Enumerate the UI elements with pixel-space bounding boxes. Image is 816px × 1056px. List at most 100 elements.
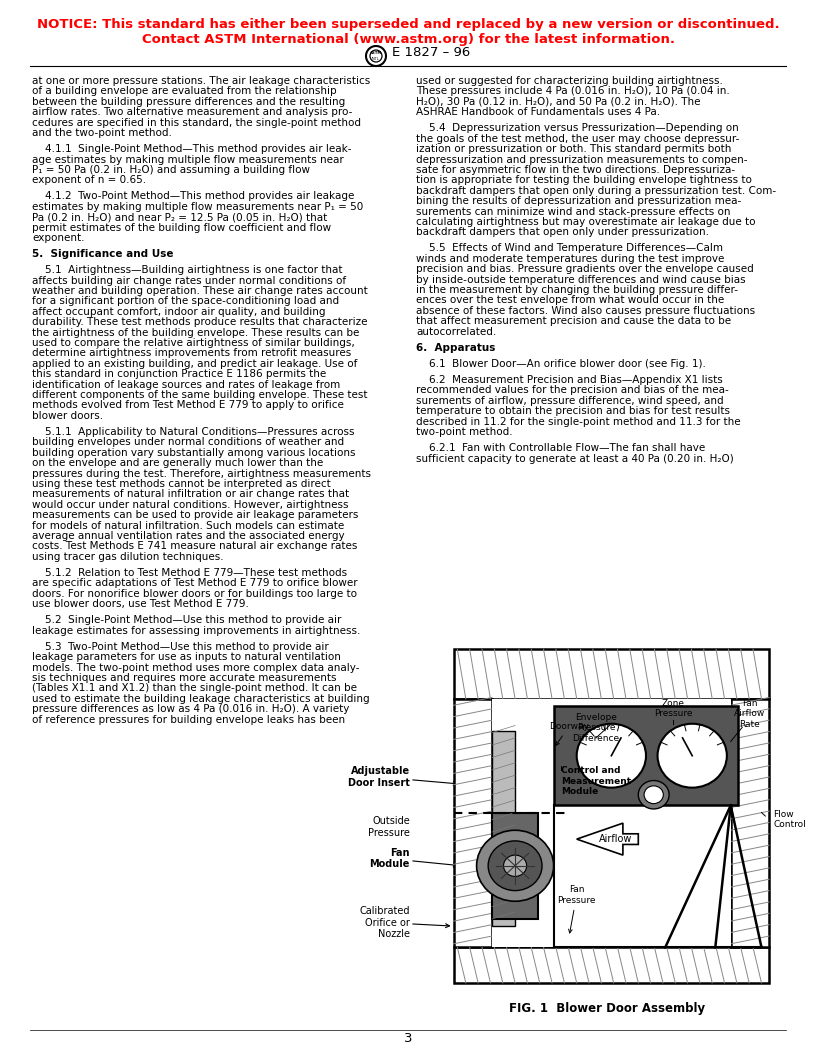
Text: Envelope
Pressure
Difference: Envelope Pressure Difference — [572, 713, 619, 743]
Text: Calibrated
Orifice or
Nozzle: Calibrated Orifice or Nozzle — [360, 906, 450, 939]
Circle shape — [503, 855, 526, 876]
Text: identification of leakage sources and rates of leakage from: identification of leakage sources and ra… — [32, 380, 340, 390]
Text: ences over the test envelope from what would occur in the: ences over the test envelope from what w… — [416, 296, 725, 305]
Text: average annual ventilation rates and the associated energy: average annual ventilation rates and the… — [32, 531, 344, 541]
Text: Airflow: Airflow — [598, 834, 632, 844]
Text: Adjustable
Door Insert: Adjustable Door Insert — [348, 767, 457, 788]
Text: between the building pressure differences and the resulting: between the building pressure difference… — [32, 97, 345, 107]
Text: autocorrelated.: autocorrelated. — [416, 326, 496, 337]
Text: doors. For nonorifice blower doors or for buildings too large to: doors. For nonorifice blower doors or fo… — [32, 588, 357, 599]
Text: H₂O), 30 Pa (0.12 in. H₂O), and 50 Pa (0.2 in. H₂O). The: H₂O), 30 Pa (0.12 in. H₂O), and 50 Pa (0… — [416, 97, 700, 107]
Circle shape — [658, 723, 727, 788]
Text: surements of airflow, pressure difference, wind speed, and: surements of airflow, pressure differenc… — [416, 396, 724, 406]
Text: Pa (0.2 in. H₂O) and near P₂ = 12.5 Pa (0.05 in. H₂O) that: Pa (0.2 in. H₂O) and near P₂ = 12.5 Pa (… — [32, 212, 327, 222]
Text: building envelopes under normal conditions of weather and: building envelopes under normal conditio… — [32, 437, 344, 448]
Text: blower doors.: blower doors. — [32, 411, 103, 421]
Polygon shape — [577, 823, 638, 855]
Text: surements can minimize wind and stack-pressure effects on: surements can minimize wind and stack-pr… — [416, 207, 730, 216]
Text: Fan
Module: Fan Module — [370, 848, 457, 869]
Text: sate for asymmetric flow in the two directions. Depressuriza-: sate for asymmetric flow in the two dire… — [416, 165, 735, 175]
Text: 3: 3 — [404, 1032, 412, 1044]
Text: weather and building operation. These air change rates account: weather and building operation. These ai… — [32, 286, 368, 296]
Text: cedures are specified in this standard, the single-point method: cedures are specified in this standard, … — [32, 117, 361, 128]
Text: used to compare the relative airtightness of similar buildings,: used to compare the relative airtightnes… — [32, 338, 355, 348]
Text: pressures during the test. Therefore, airtightness measurements: pressures during the test. Therefore, ai… — [32, 469, 371, 478]
Text: temperature to obtain the precision and bias for test results: temperature to obtain the precision and … — [416, 407, 730, 416]
Text: precision and bias. Pressure gradients over the envelope caused: precision and bias. Pressure gradients o… — [416, 264, 754, 275]
Text: exponent.: exponent. — [32, 233, 85, 243]
Text: 5.2  Single-Point Method—Use this method to provide air: 5.2 Single-Point Method—Use this method … — [32, 616, 341, 625]
Circle shape — [477, 830, 553, 901]
Text: 6.1  Blower Door—An orifice blower door (see Fig. 1).: 6.1 Blower Door—An orifice blower door (… — [416, 359, 706, 369]
Text: 6.  Apparatus: 6. Apparatus — [416, 343, 495, 353]
Text: 4.1.1  Single-Point Method—This method provides air leak-: 4.1.1 Single-Point Method—This method pr… — [32, 144, 352, 154]
FancyBboxPatch shape — [553, 706, 738, 806]
FancyBboxPatch shape — [454, 947, 769, 983]
Circle shape — [577, 723, 646, 788]
Text: (Tables X1.1 and X1.2) than the single-point method. It can be: (Tables X1.1 and X1.2) than the single-p… — [32, 683, 357, 694]
Text: Doorway: Doorway — [549, 722, 589, 746]
Text: and the two-point method.: and the two-point method. — [32, 128, 172, 138]
Text: winds and moderate temperatures during the test improve: winds and moderate temperatures during t… — [416, 253, 725, 264]
FancyBboxPatch shape — [454, 649, 769, 699]
Text: age estimates by making multiple flow measurements near: age estimates by making multiple flow me… — [32, 154, 344, 165]
Text: affects building air change rates under normal conditions of: affects building air change rates under … — [32, 276, 346, 286]
Text: methods evolved from Test Method E 779 to apply to orifice: methods evolved from Test Method E 779 t… — [32, 400, 344, 411]
Text: leakage estimates for assessing improvements in airtightness.: leakage estimates for assessing improvem… — [32, 625, 361, 636]
Text: of a building envelope are evaluated from the relationship: of a building envelope are evaluated fro… — [32, 87, 337, 96]
Text: 5.  Significance and Use: 5. Significance and Use — [32, 249, 174, 259]
Text: Control and
Measurement
Module: Control and Measurement Module — [561, 767, 632, 796]
Text: measurements of natural infiltration or air change rates that: measurements of natural infiltration or … — [32, 489, 349, 499]
Text: Contact ASTM International (www.astm.org) for the latest information.: Contact ASTM International (www.astm.org… — [141, 33, 675, 46]
Text: costs. Test Methods E 741 measure natural air exchange rates: costs. Test Methods E 741 measure natura… — [32, 542, 357, 551]
Text: Zone
Pressure: Zone Pressure — [654, 699, 692, 718]
Text: using these test methods cannot be interpreted as direct: using these test methods cannot be inter… — [32, 479, 330, 489]
Text: E 1827 – 96: E 1827 – 96 — [392, 45, 470, 58]
Text: described in 11.2 for the single-point method and 11.3 for the: described in 11.2 for the single-point m… — [416, 417, 741, 427]
Text: two-point method.: two-point method. — [416, 427, 512, 437]
Text: sis techniques and requires more accurate measurements: sis techniques and requires more accurat… — [32, 673, 336, 683]
Text: models. The two-point method uses more complex data analy-: models. The two-point method uses more c… — [32, 662, 360, 673]
Text: Fan
Pressure: Fan Pressure — [557, 885, 596, 932]
Text: that affect measurement precision and cause the data to be: that affect measurement precision and ca… — [416, 316, 731, 326]
Text: this standard in conjunction Practice E 1186 permits the: this standard in conjunction Practice E … — [32, 370, 326, 379]
Text: tion is appropriate for testing the building envelope tightness to: tion is appropriate for testing the buil… — [416, 175, 752, 185]
Text: would occur under natural conditions. However, airtightness: would occur under natural conditions. Ho… — [32, 499, 348, 510]
Text: recommended values for the precision and bias of the mea-: recommended values for the precision and… — [416, 385, 729, 395]
Text: 5.5  Effects of Wind and Temperature Differences—Calm: 5.5 Effects of Wind and Temperature Diff… — [416, 244, 723, 253]
Text: 5.4  Depressurization versus Pressurization—Depending on: 5.4 Depressurization versus Pressurizati… — [416, 124, 738, 133]
Text: exponent of n = 0.65.: exponent of n = 0.65. — [32, 175, 146, 185]
Text: building operation vary substantially among various locations: building operation vary substantially am… — [32, 448, 356, 458]
Text: estimates by making multiple flow measurements near P₁ = 50: estimates by making multiple flow measur… — [32, 202, 363, 212]
Text: determine airtightness improvements from retrofit measures: determine airtightness improvements from… — [32, 348, 351, 358]
Text: backdraft dampers that open only during a pressurization test. Com-: backdraft dampers that open only during … — [416, 186, 776, 195]
Text: on the envelope and are generally much lower than the: on the envelope and are generally much l… — [32, 458, 323, 468]
Text: the airtightness of the building envelope. These results can be: the airtightness of the building envelop… — [32, 327, 359, 338]
Text: leakage parameters for use as inputs to natural ventilation: leakage parameters for use as inputs to … — [32, 653, 341, 662]
Text: 4.1.2  Two-Point Method—This method provides air leakage: 4.1.2 Two-Point Method—This method provi… — [32, 191, 354, 202]
Text: backdraft dampers that open only under pressurization.: backdraft dampers that open only under p… — [416, 227, 709, 238]
Text: Fan
Airflow
Rate: Fan Airflow Rate — [734, 699, 765, 729]
FancyBboxPatch shape — [492, 731, 515, 926]
Text: sufficient capacity to generate at least a 40 Pa (0.20 in. H₂O): sufficient capacity to generate at least… — [416, 453, 734, 464]
Text: the goals of the test method, the user may choose depressur-: the goals of the test method, the user m… — [416, 134, 739, 144]
Text: ization or pressurization or both. This standard permits both: ization or pressurization or both. This … — [416, 144, 731, 154]
Text: affect occupant comfort, indoor air quality, and building: affect occupant comfort, indoor air qual… — [32, 307, 326, 317]
Text: of reference pressures for building envelope leaks has been: of reference pressures for building enve… — [32, 715, 345, 724]
Text: Outside
Pressure: Outside Pressure — [368, 816, 410, 837]
Text: Flow
Control: Flow Control — [773, 810, 805, 829]
Text: using tracer gas dilution techniques.: using tracer gas dilution techniques. — [32, 552, 224, 562]
Text: different components of the same building envelope. These test: different components of the same buildin… — [32, 390, 367, 400]
Text: These pressures include 4 Pa (0.016 in. H₂O), 10 Pa (0.04 in.: These pressures include 4 Pa (0.016 in. … — [416, 87, 730, 96]
Text: FIG. 1  Blower Door Assembly: FIG. 1 Blower Door Assembly — [509, 1002, 706, 1015]
Text: by inside-outside temperature differences and wind cause bias: by inside-outside temperature difference… — [416, 275, 746, 285]
Circle shape — [638, 780, 669, 809]
Text: are specific adaptations of Test Method E 779 to orifice blower: are specific adaptations of Test Method … — [32, 579, 357, 588]
Text: 5.1.1  Applicability to Natural Conditions—Pressures across: 5.1.1 Applicability to Natural Condition… — [32, 427, 354, 437]
Text: in the measurement by changing the building pressure differ-: in the measurement by changing the build… — [416, 285, 738, 295]
Text: 5.1.2  Relation to Test Method E 779—These test methods: 5.1.2 Relation to Test Method E 779—Thes… — [32, 568, 347, 578]
Text: durability. These test methods produce results that characterize: durability. These test methods produce r… — [32, 317, 367, 327]
Text: used to estimate the building leakage characteristics at building: used to estimate the building leakage ch… — [32, 694, 370, 703]
Text: applied to an existing building, and predict air leakage. Use of: applied to an existing building, and pre… — [32, 359, 357, 369]
Text: at one or more pressure stations. The air leakage characteristics: at one or more pressure stations. The ai… — [32, 76, 370, 86]
